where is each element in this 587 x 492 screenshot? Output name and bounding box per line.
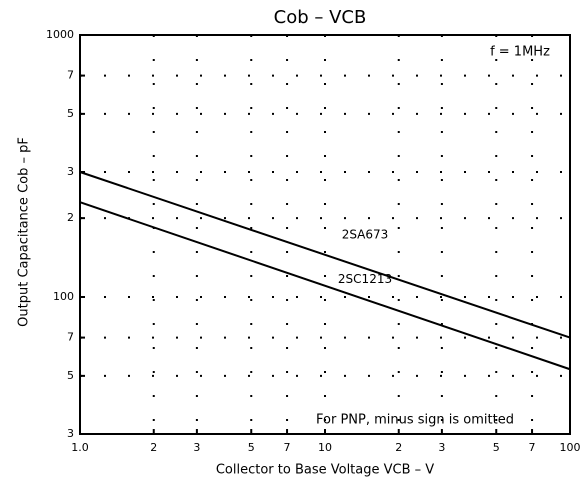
y-tick-label: 2	[67, 211, 74, 224]
x-axis-label: Collector to Base Voltage VCB – V	[216, 463, 434, 478]
x-tick-label: 3	[193, 441, 200, 454]
y-tick-label: 1000	[46, 28, 74, 41]
y-tick-label: 7	[67, 331, 74, 344]
x-tick-label: 2	[150, 441, 157, 454]
x-tick-label: 7	[284, 441, 291, 454]
y-axis-label: Output Capacitance Cob – pF	[17, 137, 32, 327]
y-tick-label: 3	[67, 427, 74, 440]
chart-title: Cob – VCB	[274, 7, 367, 28]
plot-frame	[79, 34, 571, 435]
y-tick-label: 5	[67, 369, 74, 382]
x-tick-label: 10	[318, 441, 332, 454]
x-tick-label: 100	[560, 441, 581, 454]
series-line	[79, 171, 571, 339]
series-line	[79, 201, 571, 371]
annotation: f = 1MHz	[490, 45, 550, 60]
x-tick-label: 7	[529, 441, 536, 454]
series-label: 2SA673	[342, 227, 389, 241]
y-tick-label: 3	[67, 165, 74, 178]
x-tick-label: 1.0	[71, 441, 89, 454]
annotation: For PNP, minus sign is omitted	[316, 413, 514, 428]
x-tick-label: 2	[395, 441, 402, 454]
series-label: 2SC1213	[338, 272, 392, 286]
x-tick-label: 5	[493, 441, 500, 454]
x-tick-label: 5	[248, 441, 255, 454]
y-tick-label: 7	[67, 69, 74, 82]
x-tick-label: 3	[438, 441, 445, 454]
y-tick-label: 5	[67, 107, 74, 120]
y-tick-label: 100	[53, 290, 74, 303]
